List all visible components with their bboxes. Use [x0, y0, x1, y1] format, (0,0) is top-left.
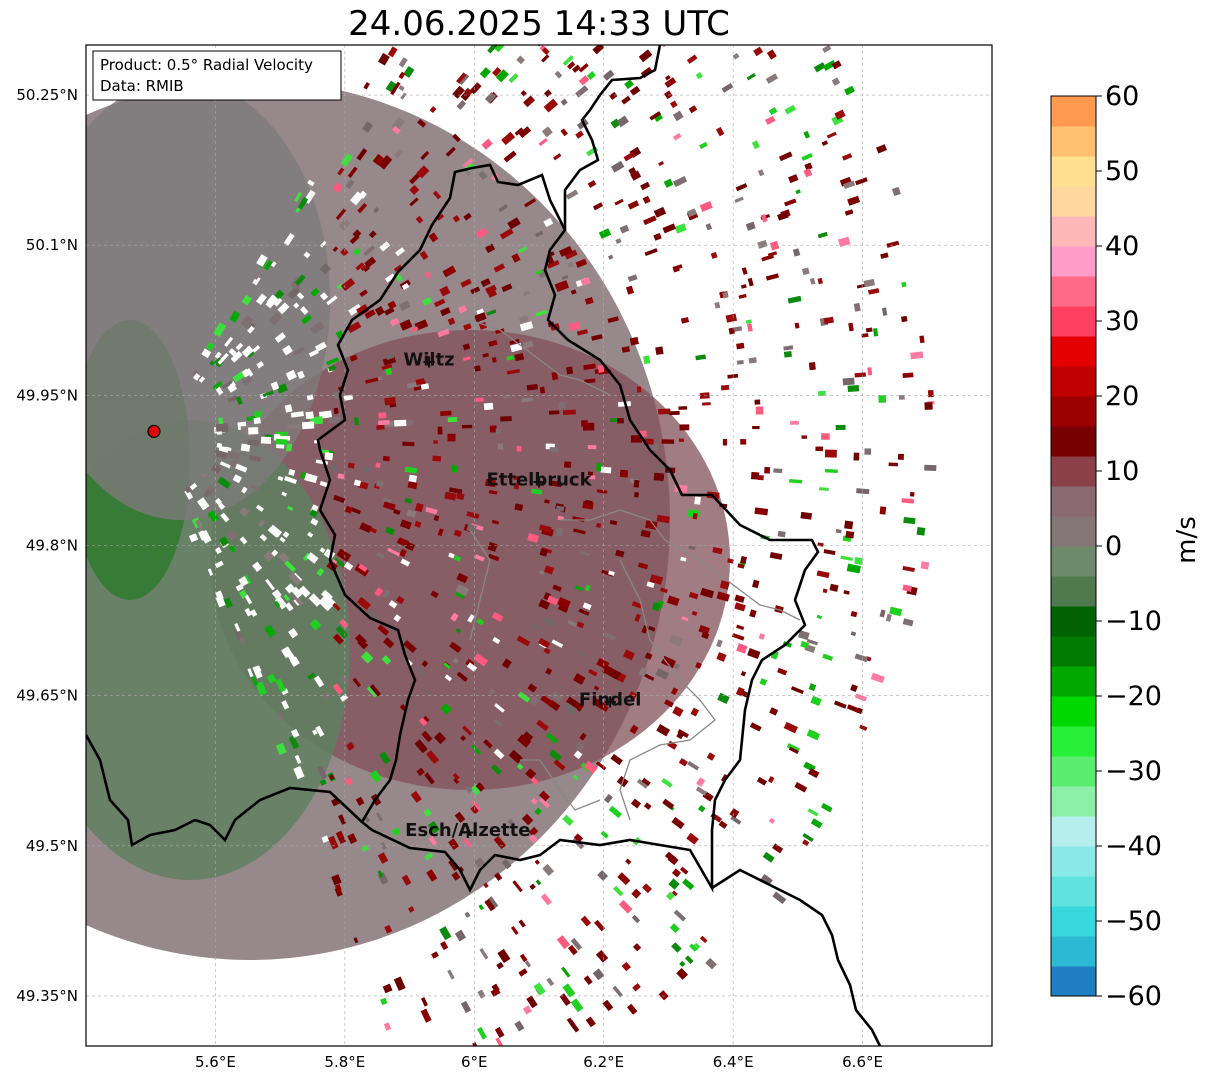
colorbar-segment: [1051, 366, 1096, 397]
colorbar-segment: [1051, 486, 1096, 517]
radar-site-marker[interactable]: [147, 424, 161, 438]
colorbar-tick-label: −30: [1105, 756, 1162, 787]
colorbar: [1050, 95, 1097, 997]
map-title: 24.06.2025 14:33 UTC: [348, 4, 730, 44]
lon-tick-label: 6.4°E: [713, 1053, 754, 1071]
colorbar-segment: [1051, 216, 1096, 247]
city-label: Findel: [579, 690, 642, 711]
colorbar-segment: [1051, 906, 1096, 937]
colorbar-segment: [1051, 96, 1096, 127]
info-source: Data: RMIB: [100, 77, 184, 95]
colorbar-segment: [1051, 306, 1096, 337]
colorbar-segment: [1051, 636, 1096, 667]
colorbar-tick-label: −60: [1105, 981, 1162, 1012]
lon-tick-label: 5.6°E: [195, 1053, 236, 1071]
latitude-tick-labels: 50.25°N 50.1°N 49.95°N 49.8°N 49.65°N 49.5°N 4…: [16, 86, 78, 1005]
lon-tick-label: 6°E: [461, 1053, 488, 1071]
info-product: Product: 0.5° Radial Velocity: [100, 56, 313, 74]
luxembourg-border: [316, 163, 820, 893]
lat-tick-label: 49.35°N: [16, 987, 78, 1005]
lon-tick-label: 6.6°E: [842, 1053, 883, 1071]
german-border-east: [563, 45, 662, 230]
colorbar-segment: [1051, 816, 1096, 847]
radar-layer: [86, 45, 937, 1046]
colorbar-segment: [1051, 726, 1096, 757]
colorbar-tick-label: 40: [1105, 231, 1139, 262]
colorbar-tick-label: 20: [1105, 381, 1139, 412]
colorbar-segment: [1051, 126, 1096, 157]
french-border-south: [711, 868, 882, 1046]
colorbar-tick-label: 10: [1105, 456, 1139, 487]
lon-tick-label: 5.8°E: [324, 1053, 365, 1071]
city-marker: +: [460, 822, 475, 843]
colorbar-segment: [1051, 786, 1096, 817]
colorbar-tick-labels: 60 50 40 30 20 10 0 −10 −20 −30 −40 −50 −60: [1096, 81, 1162, 1012]
city-marker: +: [531, 471, 546, 492]
colorbar-segment: [1051, 336, 1096, 367]
city-marker: +: [421, 351, 436, 372]
colorbar-segment: [1051, 576, 1096, 607]
colorbar-segment: [1051, 246, 1096, 277]
city-label: Esch/Alzette: [405, 820, 530, 841]
colorbar-segment: [1051, 606, 1096, 637]
lat-tick-label: 50.1°N: [26, 236, 78, 254]
colorbar-tick-label: −10: [1105, 606, 1162, 637]
lat-tick-label: 49.95°N: [16, 386, 78, 404]
colorbar-tick-label: 0: [1105, 531, 1122, 562]
colorbar-segment: [1051, 156, 1096, 187]
colorbar-tick-label: 50: [1105, 156, 1139, 187]
colorbar-segment: [1051, 456, 1096, 487]
info-box: Product: 0.5° Radial Velocity Data: RMIB: [92, 50, 342, 101]
lat-tick-label: 49.5°N: [26, 837, 78, 855]
colorbar-tick-label: −50: [1105, 906, 1162, 937]
colorbar-segment: [1051, 186, 1096, 217]
colorbar-segment: [1051, 756, 1096, 787]
colorbar-segment: [1051, 426, 1096, 457]
lat-tick-label: 49.65°N: [16, 687, 78, 705]
radar-speckles: [184, 45, 937, 1046]
canton-border: [439, 319, 801, 821]
gridlines: [86, 45, 992, 1046]
colorbar-unit-label: m/s: [1171, 516, 1202, 564]
colorbar-segment: [1051, 276, 1096, 307]
colorbar-segment: [1051, 876, 1096, 907]
colorbar-segment: [1051, 936, 1096, 967]
colorbar-segment: [1051, 846, 1096, 877]
colorbar-segment: [1051, 666, 1096, 697]
plot-frame: [85, 44, 993, 1047]
colorbar-segment: [1051, 546, 1096, 577]
colorbar-tick-label: −40: [1105, 831, 1162, 862]
borders: [86, 45, 882, 1046]
lat-tick-label: 50.25°N: [16, 86, 78, 104]
colorbar-segment: [1051, 516, 1096, 547]
colorbar-segment: [1051, 966, 1096, 997]
longitude-tick-labels: 5.6°E 5.8°E 6°E 6.2°E 6.4°E 6.6°E: [195, 1053, 883, 1071]
velocity-field-northwest: [86, 80, 330, 520]
colorbar-tick-label: −20: [1105, 681, 1162, 712]
colorbar-tick-label: 30: [1105, 306, 1139, 337]
city-label: Ettelbruck: [486, 469, 592, 490]
colorbar-segment: [1051, 696, 1096, 727]
colorbar-tick-label: 60: [1105, 81, 1139, 112]
city-label: Wiltz: [403, 349, 454, 370]
city-labels: +Wiltz+Ettelbruck+Findel+Esch/Alzette: [403, 349, 641, 842]
lon-tick-label: 6.2°E: [583, 1053, 624, 1071]
city-marker: +: [603, 692, 618, 713]
french-border-west: [86, 734, 363, 848]
lat-tick-label: 49.8°N: [26, 537, 78, 555]
colorbar-segment: [1051, 396, 1096, 427]
